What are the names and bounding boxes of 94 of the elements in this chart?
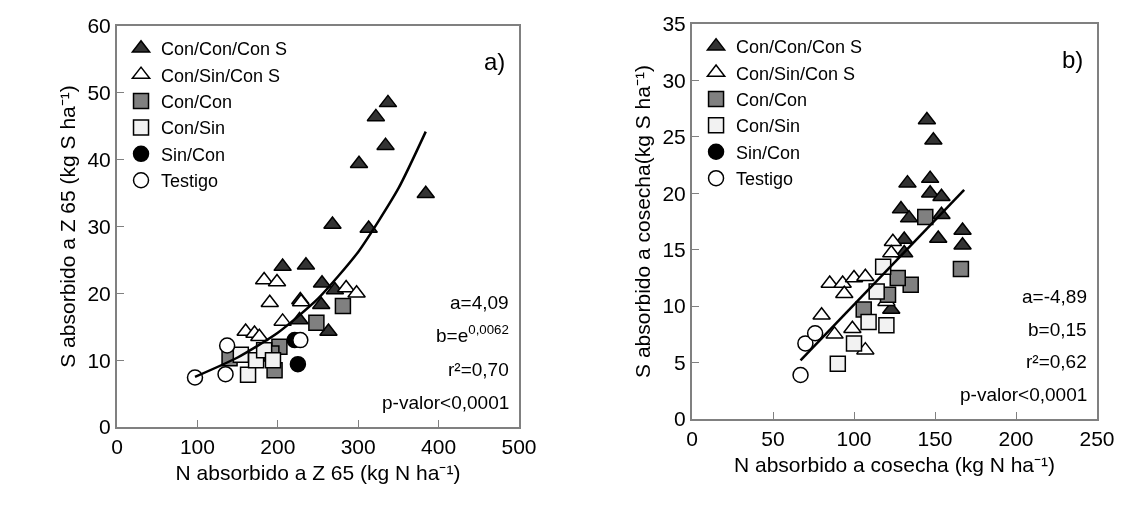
- annotation: b=e$^{0,0062}$: [436, 322, 509, 346]
- point: [334, 297, 352, 315]
- point: [349, 155, 369, 169]
- legend-label: Con/Sin: [736, 116, 801, 137]
- point: [953, 222, 972, 236]
- point: [416, 185, 436, 199]
- annotation: a): [484, 48, 506, 75]
- point: [289, 355, 307, 373]
- y-tick-label: 30: [87, 214, 111, 238]
- point: [842, 320, 862, 334]
- legend-label: Sin/Con: [161, 144, 226, 165]
- point: [792, 366, 809, 384]
- point: [308, 314, 325, 331]
- y-tick-label: 10: [662, 294, 686, 318]
- x-tick-label: 250: [1079, 427, 1115, 451]
- x-tick-label: 400: [421, 435, 457, 459]
- point: [845, 335, 863, 352]
- y-tick-label: 0: [674, 407, 686, 431]
- point: [292, 331, 309, 349]
- point: [239, 366, 257, 384]
- legend-label: Con/Sin/Con S: [736, 63, 856, 84]
- legend-label: Testigo: [736, 169, 794, 190]
- legend-label: Con/Con/Con S: [736, 37, 863, 58]
- point: [920, 170, 940, 184]
- point: [923, 131, 943, 145]
- y-tick-label: 35: [662, 12, 686, 36]
- x-tick-label: 200: [998, 427, 1034, 451]
- point: [267, 273, 287, 287]
- point: [898, 174, 917, 188]
- point: [891, 200, 911, 214]
- point: [917, 208, 934, 226]
- x-tick-label: 300: [340, 435, 376, 459]
- annotation: r²=0,62: [1026, 351, 1087, 372]
- point: [932, 188, 951, 202]
- legend-label: Con/Con: [736, 89, 808, 110]
- annotation: p-valor<0,0001: [960, 384, 1088, 405]
- point: [860, 313, 877, 331]
- point: [953, 236, 972, 250]
- y-tick-label: 10: [87, 348, 111, 372]
- point: [899, 209, 919, 223]
- legend-label: Sin/Con: [736, 142, 801, 163]
- annotation: a=4,09: [450, 292, 509, 313]
- legend-label: Con/Con: [161, 92, 233, 113]
- x-tick-label: 500: [501, 435, 537, 459]
- annotation: b=0,15: [1028, 319, 1087, 340]
- point: [217, 365, 234, 383]
- point: [917, 111, 937, 125]
- point: [812, 306, 832, 320]
- point: [834, 285, 854, 299]
- y-axis-title: S absorbido a cosecha(kg S ha⁻¹): [631, 65, 655, 378]
- y-axis-title: S absorbido a Z 65 (kg S ha⁻¹): [56, 85, 80, 368]
- point: [376, 137, 395, 151]
- point: [218, 337, 236, 354]
- x-axis-title: N absorbido a Z 65 (kg N ha⁻¹): [175, 460, 461, 484]
- point: [868, 283, 885, 300]
- legend-label: Con/Sin/Con S: [161, 65, 281, 86]
- y-tick-label: 40: [87, 148, 111, 172]
- point: [249, 328, 269, 342]
- point: [855, 268, 875, 282]
- point: [311, 296, 331, 310]
- y-tick-label: 5: [674, 350, 686, 374]
- y-tick-label: 50: [87, 81, 111, 105]
- y-tick-label: 30: [662, 68, 686, 92]
- legend-label: Testigo: [161, 171, 219, 192]
- point: [378, 94, 398, 108]
- legend-label: Con/Sin: [161, 118, 226, 139]
- y-tick-label: 20: [87, 281, 111, 305]
- point: [881, 244, 901, 258]
- x-tick-label: 50: [761, 427, 785, 451]
- x-axis-title: N absorbido a cosecha (kg N ha⁻¹): [734, 452, 1055, 476]
- point: [878, 317, 895, 334]
- point: [833, 275, 853, 289]
- annotation: b): [1062, 46, 1084, 73]
- y-tick-label: 20: [662, 181, 686, 205]
- annotation: p-valor<0,0001: [382, 392, 510, 413]
- x-tick-label: 150: [917, 427, 953, 451]
- x-tick-label: 100: [179, 435, 215, 459]
- point: [889, 269, 906, 287]
- point: [366, 108, 386, 122]
- y-tick-label: 25: [662, 125, 686, 149]
- x-tick-label: 200: [260, 435, 296, 459]
- annotation: r²=0,70: [448, 359, 509, 380]
- x-tick-label: 100: [836, 427, 872, 451]
- y-tick-label: 60: [87, 14, 111, 38]
- point: [806, 324, 824, 342]
- point: [829, 355, 847, 372]
- point: [883, 233, 903, 247]
- point: [952, 260, 970, 278]
- point: [273, 258, 293, 272]
- annotation: a=-4,89: [1022, 286, 1087, 307]
- point: [260, 294, 280, 308]
- y-tick-label: 15: [662, 238, 686, 262]
- legend-label: Con/Con/Con S: [161, 39, 288, 60]
- point: [264, 351, 282, 369]
